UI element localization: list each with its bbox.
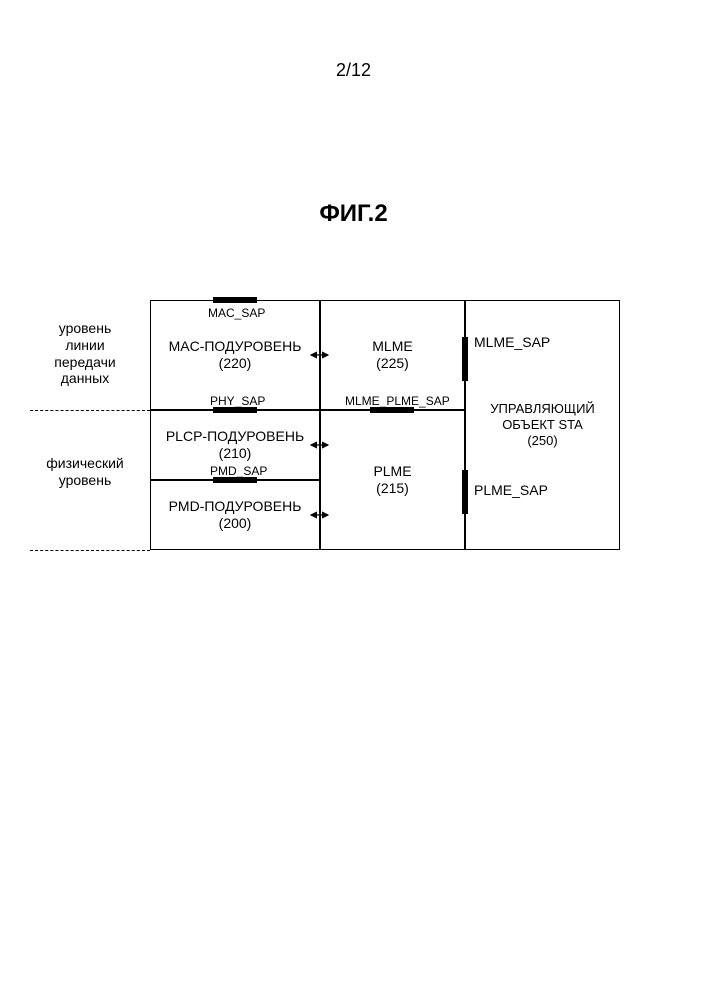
layer-diagram: уровеньлиниипередачиданных физическийуро… xyxy=(30,300,670,600)
page: 2/12 ФИГ.2 уровеньлиниипередачиданных фи… xyxy=(0,0,707,1000)
figure-title: ФИГ.2 xyxy=(0,200,707,228)
arrows-svg xyxy=(30,300,670,600)
page-number: 2/12 xyxy=(0,60,707,81)
